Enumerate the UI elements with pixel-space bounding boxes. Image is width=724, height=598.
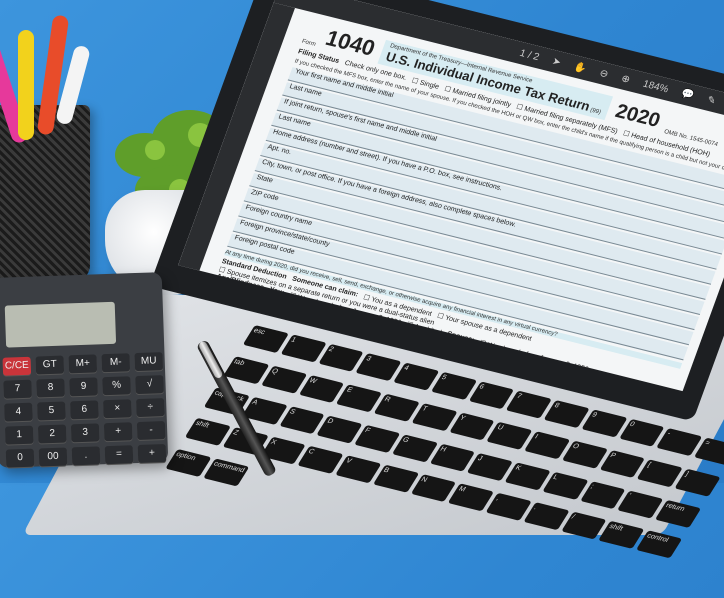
keyboard-key[interactable]: shift <box>598 521 645 550</box>
calculator-key[interactable]: 7 <box>3 379 32 399</box>
keyboard-key[interactable]: B <box>372 464 419 494</box>
calculator-key[interactable]: 5 <box>37 401 66 421</box>
calculator-key[interactable]: M- <box>101 353 131 373</box>
calculator-key[interactable]: C/CE <box>2 356 32 376</box>
keyboard-key[interactable]: S <box>279 405 326 434</box>
keyboard-key[interactable]: V <box>335 455 382 484</box>
calculator-key[interactable]: + <box>137 444 167 464</box>
cursor-icon[interactable]: ➤ <box>550 55 563 69</box>
calculator-key[interactable]: MU <box>134 352 164 372</box>
calculator-key[interactable]: - <box>136 421 166 441</box>
keyboard-key[interactable]: C <box>297 446 344 475</box>
keyboard-key[interactable]: return <box>655 499 702 528</box>
calculator-key[interactable]: + <box>103 422 133 442</box>
keyboard-key[interactable]: K <box>504 462 551 491</box>
calculator-display <box>4 301 117 348</box>
calculator-key[interactable]: . <box>71 446 101 466</box>
calculator-key[interactable]: = <box>104 445 134 465</box>
calculator-key[interactable]: ÷ <box>136 398 165 418</box>
calculator-key[interactable]: 3 <box>70 423 100 443</box>
calculator-key[interactable]: % <box>102 376 131 396</box>
calculator-key[interactable]: 00 <box>38 447 68 467</box>
calculator-key[interactable]: 9 <box>69 377 98 397</box>
calculator-key[interactable]: 2 <box>37 424 67 444</box>
hand-icon[interactable]: ✋ <box>572 61 589 75</box>
calculator: C/CE GT M+ M- MU 7 8 9% √ 4 5 6 × ÷ 1 2 3 + -0 00. = + <box>0 272 169 468</box>
keyboard-key[interactable]: N <box>410 474 457 503</box>
keyboard-key[interactable]: T <box>411 402 458 431</box>
omb-code: (99) <box>589 107 602 116</box>
dependents-label: Dependents <box>212 280 254 297</box>
pen-cup <box>0 14 92 280</box>
keyboard-key[interactable]: W <box>298 374 345 403</box>
keyboard-key[interactable]: G <box>392 433 439 462</box>
pen-icon[interactable]: ✎ <box>705 94 718 107</box>
keyboard-key[interactable]: P <box>599 449 646 478</box>
keyboard-key[interactable]: ; <box>580 480 627 509</box>
dependent-column-header: Child tax credit <box>517 363 558 380</box>
keyboard-key[interactable]: R <box>373 393 420 422</box>
keyboard-key[interactable]: Y <box>449 412 496 441</box>
keyboard-key[interactable]: F <box>354 424 401 453</box>
keyboard-key[interactable]: / <box>560 511 607 540</box>
keyboard-key[interactable]: U <box>486 421 533 450</box>
keyboard-key[interactable]: D <box>316 415 363 444</box>
calculator-key[interactable]: × <box>103 399 132 419</box>
keyboard-key[interactable]: H <box>429 443 476 472</box>
keyboard-key[interactable]: ' <box>617 490 664 519</box>
zoom-out-icon[interactable]: ⊖ <box>597 67 610 80</box>
comment-icon[interactable]: 💬 <box>679 87 696 102</box>
calculator-key[interactable]: 1 <box>4 425 34 445</box>
yellow-marker <box>18 30 34 140</box>
keyboard-key[interactable]: L <box>542 471 589 500</box>
keyboard-key[interactable]: O <box>561 440 608 469</box>
calculator-key[interactable]: M+ <box>68 354 98 374</box>
keyboard-key[interactable]: command <box>202 458 249 487</box>
zoom-level[interactable]: 184% <box>641 78 671 95</box>
calculator-key[interactable]: 6 <box>70 400 99 420</box>
keyboard-key[interactable]: E <box>336 384 383 413</box>
keyboard-key[interactable]: [ <box>637 459 684 488</box>
form-label: Form <box>300 38 317 48</box>
page-indicator: 1 / 2 <box>518 47 541 63</box>
calculator-key[interactable]: GT <box>35 355 65 375</box>
calculator-key[interactable]: √ <box>135 375 164 395</box>
zoom-in-icon[interactable]: ⊕ <box>619 72 632 86</box>
calculator-key[interactable]: 8 <box>36 378 65 398</box>
calculator-key[interactable]: 0 <box>5 448 35 468</box>
dependent-column-header: Last name <box>260 299 290 313</box>
keyboard-key[interactable]: Q <box>260 365 307 394</box>
keyboard-key[interactable]: M <box>447 483 494 512</box>
calculator-key[interactable]: 4 <box>4 402 33 422</box>
keyboard-key[interactable]: control <box>635 530 682 559</box>
keyboard-key[interactable]: I <box>524 431 571 460</box>
keyboard-key[interactable]: . <box>523 502 570 531</box>
dependent-column-header: (1) First name <box>210 287 249 302</box>
keyboard-key[interactable]: , <box>485 493 532 522</box>
keyboard-key[interactable]: J <box>467 452 514 481</box>
